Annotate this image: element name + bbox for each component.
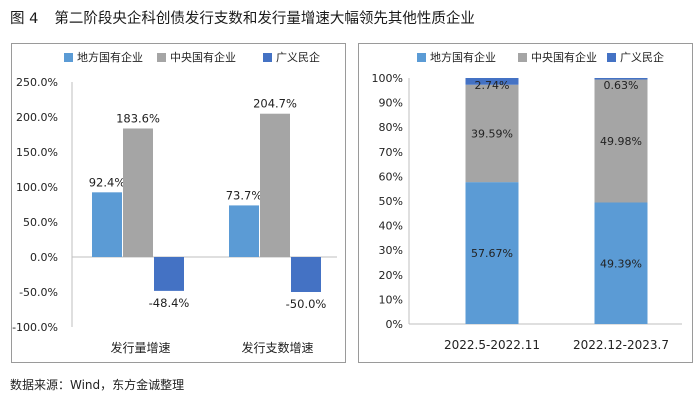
data-label: 57.67% xyxy=(471,247,513,260)
bar xyxy=(123,128,153,257)
y-tick-label: 0.0% xyxy=(30,251,58,264)
data-label: -48.4% xyxy=(149,296,190,310)
y-tick-label: 20% xyxy=(379,269,403,282)
y-tick-label: 70% xyxy=(379,146,403,159)
legend-label: 广义民企 xyxy=(620,50,664,64)
x-category-label: 2022.5-2022.11 xyxy=(444,338,540,352)
x-category-label: 发行量增速 xyxy=(110,340,170,355)
bar-segment xyxy=(465,182,519,324)
data-label: 92.4% xyxy=(89,175,126,189)
y-tick-label: 90% xyxy=(379,97,403,110)
share-chart-panel: 地方国有企业 中央国有企业 广义民企 0% 10% 20% 30% 40% 50% 60% 70% 8… xyxy=(358,43,693,363)
data-label: 2.74% xyxy=(475,79,510,92)
y-tick-label: 0% xyxy=(386,318,403,331)
y-tick-label: -50.0% xyxy=(19,286,58,299)
growth-chart-panel: 地方国有企业 中央国有企业 广义民企 -100.0% -50.0% 0.0% 50.0% 10… xyxy=(11,43,346,363)
bar-segment xyxy=(465,84,519,183)
y-tick-label: 100.0% xyxy=(16,181,58,194)
share-stacked-bar-chart: 地方国有企业 中央国有企业 广义民企 0% 10% 20% 30% 40% 50% 60% 70% 8… xyxy=(372,50,682,352)
legend-label: 中央国有企业 xyxy=(531,50,597,64)
y-tick-label: 50.0% xyxy=(23,216,58,229)
bar xyxy=(92,192,122,257)
data-label: 49.98% xyxy=(600,135,642,148)
data-label: 0.63% xyxy=(604,79,639,92)
data-label: 39.59% xyxy=(471,127,513,140)
y-tick-label: -100.0% xyxy=(12,321,58,334)
bar xyxy=(229,205,259,257)
figure-title: 图 4 第二阶段央企科创债发行支数和发行量增速大幅领先其他性质企业 xyxy=(10,7,475,28)
data-source-note: 数据来源：Wind，东方金诚整理 xyxy=(10,378,185,392)
y-tick-label: 10% xyxy=(379,293,403,306)
x-category-label: 2022.12-2023.7 xyxy=(573,338,669,352)
legend-swatch xyxy=(157,53,166,62)
legend-swatch xyxy=(263,53,272,62)
data-label: 204.7% xyxy=(253,97,297,111)
legend-label: 地方国有企业 xyxy=(430,50,496,64)
y-tick-label: 50% xyxy=(379,195,403,208)
bar-segment xyxy=(465,78,519,85)
legend-swatch xyxy=(64,53,73,62)
bar-segment xyxy=(594,78,648,80)
legend-label: 中央国有企业 xyxy=(170,50,236,64)
bar xyxy=(291,257,321,292)
legend-swatch xyxy=(417,53,426,62)
y-tick-label: 60% xyxy=(379,170,403,183)
bar-segment xyxy=(594,202,648,324)
y-tick-label: 80% xyxy=(379,121,403,134)
y-tick-label: 30% xyxy=(379,244,403,257)
y-tick-label: 200.0% xyxy=(16,111,58,124)
figure-caption: 第二阶段央企科创债发行支数和发行量增速大幅领先其他性质企业 xyxy=(54,11,475,27)
data-label: 49.39% xyxy=(600,257,642,270)
figure-number: 图 4 xyxy=(10,11,39,27)
bar-segment xyxy=(594,79,648,203)
growth-bar-chart: 地方国有企业 中央国有企业 广义民企 -100.0% -50.0% 0.0% 50.0% 10… xyxy=(12,50,337,355)
y-tick-label: 250.0% xyxy=(16,76,58,89)
legend-label: 地方国有企业 xyxy=(77,50,143,64)
data-label: -50.0% xyxy=(286,297,327,311)
data-label: 73.7% xyxy=(226,188,263,202)
bar xyxy=(260,113,290,258)
y-tick-label: 40% xyxy=(379,220,403,233)
y-tick-label: 150.0% xyxy=(16,146,58,159)
data-label: 183.6% xyxy=(116,111,160,125)
bar xyxy=(154,257,184,291)
legend-swatch xyxy=(607,53,616,62)
legend-swatch xyxy=(518,53,527,62)
y-tick-label: 100% xyxy=(372,72,403,85)
x-category-label: 发行支数增速 xyxy=(241,340,313,355)
legend-label: 广义民企 xyxy=(276,50,320,64)
